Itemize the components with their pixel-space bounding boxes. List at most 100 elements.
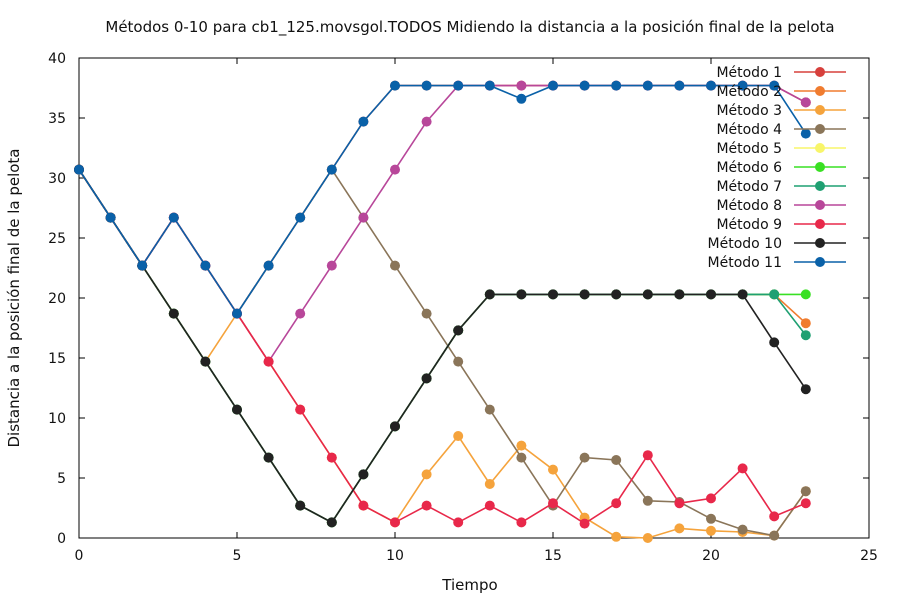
series-line <box>78 169 807 524</box>
data-point <box>421 116 432 127</box>
data-point <box>642 289 653 300</box>
legend-item-method-7: Método 7 <box>716 179 846 195</box>
data-point <box>358 212 369 223</box>
legend-label: Método 1 <box>716 65 782 81</box>
data-point <box>168 212 179 223</box>
series-line <box>78 84 807 316</box>
data-point <box>611 498 622 509</box>
y-axis-label: Distancia a la posición final de la pelo… <box>5 148 23 447</box>
data-point <box>516 517 527 528</box>
data-point <box>263 260 274 271</box>
data-point <box>706 525 716 536</box>
x-tick-label: 20 <box>702 548 720 564</box>
data-point <box>800 289 811 300</box>
data-point <box>453 431 464 441</box>
data-point <box>390 260 400 271</box>
legend-marker <box>815 200 825 210</box>
data-point <box>263 452 274 463</box>
data-point <box>611 289 622 300</box>
legend-item-method-9: Método 9 <box>716 217 846 233</box>
data-point <box>295 308 306 319</box>
chart-title: Métodos 0-10 para cb1_125.movsgol.TODOS … <box>105 18 834 37</box>
data-point <box>800 330 811 341</box>
legend-label: Método 2 <box>716 84 782 100</box>
data-point <box>769 511 780 522</box>
data-point <box>579 289 590 300</box>
data-point <box>326 164 337 175</box>
data-point <box>642 80 653 91</box>
data-point <box>769 80 780 91</box>
data-point <box>421 500 432 511</box>
data-point <box>769 530 780 541</box>
legend-label: Método 10 <box>708 236 782 252</box>
y-tick-label: 5 <box>57 471 66 487</box>
series-method-8 <box>74 80 811 367</box>
data-point <box>579 452 590 463</box>
legend-marker <box>815 67 825 77</box>
data-point <box>516 93 527 104</box>
data-point <box>232 308 242 319</box>
legend-label: Método 8 <box>716 198 782 214</box>
data-point <box>611 531 622 542</box>
legend-item-method-3: Método 3 <box>716 103 846 119</box>
data-point <box>800 384 811 395</box>
data-point <box>800 128 811 139</box>
legend-marker <box>815 238 825 248</box>
legend-marker <box>815 143 825 153</box>
series-method-6 <box>74 164 811 528</box>
x-tick-label: 25 <box>860 548 878 564</box>
data-point <box>390 517 400 528</box>
x-tick-label: 0 <box>75 548 84 564</box>
data-point <box>358 116 369 127</box>
series-line <box>78 169 806 524</box>
data-point <box>800 486 811 497</box>
legend-label: Método 11 <box>708 255 782 271</box>
legend-item-method-10: Método 10 <box>708 236 846 252</box>
y-tick-label: 35 <box>48 111 66 127</box>
data-point <box>168 308 179 319</box>
legend-item-method-2: Método 2 <box>716 84 846 100</box>
data-point <box>642 533 653 543</box>
data-point <box>453 325 464 336</box>
legend-item-method-1: Método 1 <box>716 65 846 81</box>
data-point <box>706 513 716 524</box>
data-point <box>421 469 432 480</box>
data-point <box>674 80 685 91</box>
legend-label: Método 9 <box>716 217 782 233</box>
data-point <box>800 97 811 108</box>
legend-marker <box>815 219 825 229</box>
y-tick-label: 15 <box>48 351 66 367</box>
data-point <box>390 421 400 432</box>
data-point <box>484 479 495 489</box>
data-point <box>516 289 527 300</box>
data-point <box>421 80 432 91</box>
x-tick-label: 5 <box>233 548 242 564</box>
data-point <box>706 289 716 300</box>
data-point <box>484 500 495 511</box>
data-point <box>390 80 400 91</box>
data-point <box>263 356 274 367</box>
data-point <box>232 404 242 415</box>
legend-label: Método 3 <box>716 103 782 119</box>
data-point <box>642 495 653 506</box>
legend-marker <box>815 162 825 172</box>
data-point <box>453 517 464 528</box>
data-point <box>326 517 337 528</box>
data-point <box>358 469 369 480</box>
series-line <box>78 169 807 524</box>
legend-item-method-6: Método 6 <box>716 160 846 176</box>
legend-marker <box>815 124 825 134</box>
data-point <box>706 80 716 91</box>
x-tick-label: 10 <box>386 548 404 564</box>
data-point <box>105 212 116 223</box>
data-point <box>800 318 811 329</box>
x-axis-label: Tiempo <box>441 576 497 594</box>
data-point <box>642 450 653 461</box>
data-point <box>484 289 495 300</box>
data-point <box>706 493 716 504</box>
data-point <box>295 500 306 511</box>
data-point <box>674 289 685 300</box>
data-point <box>611 80 622 91</box>
data-point <box>737 289 748 300</box>
